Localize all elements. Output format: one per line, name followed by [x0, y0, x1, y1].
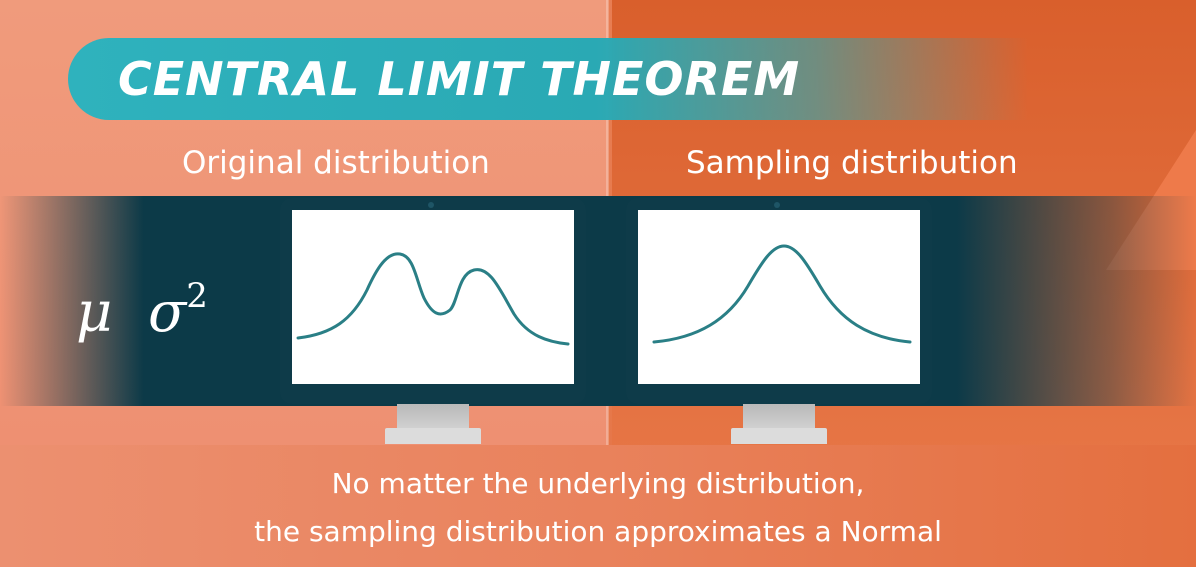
- parameter-symbols: μ σ2: [76, 268, 276, 358]
- caption-line-2: the sampling distribution approximates a…: [254, 515, 942, 548]
- mu-symbol: μ: [76, 280, 113, 345]
- screen-original: [292, 210, 574, 384]
- dark-band: [0, 196, 1196, 406]
- monitor-original: [280, 198, 586, 404]
- normal-curve-path: [652, 244, 912, 344]
- monitor-stand-base: [385, 428, 481, 444]
- monitor-stand-neck: [743, 404, 815, 432]
- caption-line-1: No matter the underlying distribution,: [331, 467, 865, 500]
- monitor-camera-icon: [428, 202, 434, 208]
- original-distribution-label: Original distribution: [182, 145, 490, 181]
- page-title: CENTRAL LIMIT THEOREM: [118, 52, 801, 106]
- monitor-stand-neck: [397, 404, 469, 432]
- bimodal-curve: [296, 252, 570, 346]
- monitor-sampling: [626, 198, 932, 404]
- sampling-distribution-label: Sampling distribution: [686, 145, 1018, 181]
- caption-band: [0, 445, 1196, 567]
- sigma-symbol: σ: [148, 280, 187, 345]
- title-banner: [68, 38, 1028, 120]
- monitor-stand-base: [731, 428, 827, 444]
- normal-curve: [652, 244, 912, 344]
- monitor-camera-icon: [774, 202, 780, 208]
- bimodal-curve-path: [296, 252, 570, 346]
- screen-sampling: [638, 210, 920, 384]
- sigma-exponent: 2: [186, 276, 208, 316]
